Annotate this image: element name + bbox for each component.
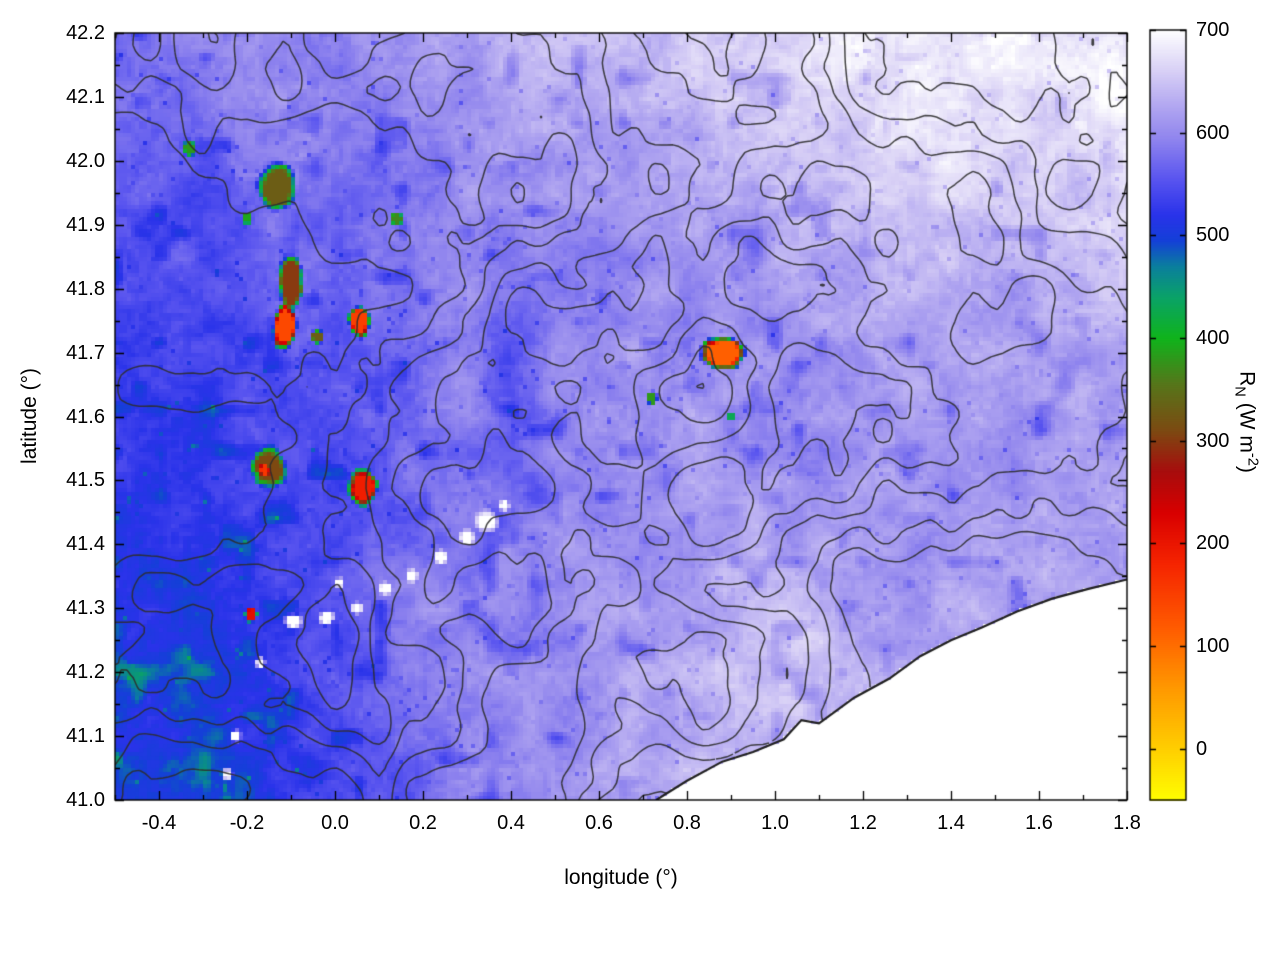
y-axis-title: latitude (°): [18, 368, 41, 464]
y-tick-label: 41.5: [66, 469, 105, 492]
x-tick-label: 1.2: [849, 812, 877, 834]
y-tick-label: 41.6: [66, 405, 105, 428]
colorbar-tick-label: 200: [1196, 532, 1230, 555]
y-tick-label: 41.7: [66, 341, 105, 364]
y-tick-label: 42.1: [66, 85, 105, 108]
x-tick-label: 1.8: [1113, 812, 1141, 834]
y-tick-label: 41.8: [66, 277, 105, 300]
colorbar-tick-label: 500: [1196, 224, 1230, 247]
y-tick-label: 41.4: [66, 533, 105, 556]
colorbar-title: RN (W m-2): [1231, 371, 1260, 473]
x-tick-label: 0.6: [585, 812, 613, 834]
x-axis-title: longitude (°): [564, 866, 678, 889]
y-tick-label: 41.0: [66, 789, 105, 811]
x-tick-label: 1.4: [937, 812, 965, 834]
colorbar-title-sup: -2: [1244, 452, 1261, 466]
colorbar-tick-label: 300: [1196, 429, 1230, 452]
colorbar-tick-label: 100: [1196, 635, 1230, 657]
x-tick-label: 0.0: [321, 812, 349, 834]
y-tick-label: 41.9: [66, 213, 105, 236]
x-tick-label: 0.2: [409, 812, 437, 834]
x-tick-label: 0.8: [673, 812, 701, 834]
y-tick-label: 41.3: [66, 597, 105, 620]
colorbar-tick-label: 0: [1196, 737, 1208, 760]
colorbar-title-unit: (W m: [1235, 396, 1259, 453]
x-tick-label: -0.4: [141, 812, 177, 834]
y-tick-label: 42.0: [66, 149, 105, 172]
x-tick-label: -0.2: [229, 812, 265, 834]
y-tick-label: 41.2: [66, 661, 105, 684]
colorbar-title-sub: N: [1231, 386, 1248, 397]
x-tick-label: 1.6: [1025, 812, 1053, 834]
x-tick-label: 0.4: [497, 812, 525, 834]
colorbar-title-close: ): [1235, 465, 1259, 473]
colorbar-tick-label: 600: [1196, 121, 1230, 144]
y-tick-label: 42.2: [66, 22, 105, 44]
colorbar-title-base: R: [1235, 371, 1259, 387]
colorbar-tick-label: 400: [1196, 327, 1230, 349]
y-tick-label: 41.1: [66, 725, 105, 748]
colorbar-tick-label: 700: [1196, 19, 1230, 41]
x-tick-label: 1.0: [761, 812, 789, 834]
